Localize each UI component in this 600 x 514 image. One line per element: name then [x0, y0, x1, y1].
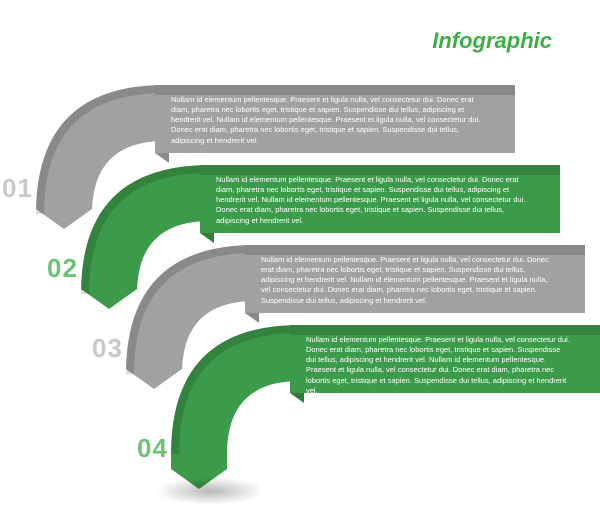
banner: Nullam id elementum pellentesque. Praese…	[245, 245, 585, 313]
banner-text: Nullam id elementum pellentesque. Praese…	[261, 255, 555, 306]
step-number: 04	[137, 433, 168, 464]
page-title: Infographic	[432, 28, 552, 54]
banner-fold	[155, 153, 169, 163]
ribbon-curve	[165, 325, 300, 495]
banner-text: Nullam id elementum pellentesque. Praese…	[306, 335, 570, 393]
drop-shadow	[155, 477, 265, 505]
step-number: 02	[47, 253, 78, 284]
banner-fold	[200, 233, 214, 243]
banner-text: Nullam id elementum pellentesque. Praese…	[216, 175, 530, 226]
banner-fold	[245, 313, 259, 323]
banner-fold	[290, 393, 304, 403]
banner: Nullam id elementum pellentesque. Praese…	[155, 85, 515, 153]
step-number: 03	[92, 333, 123, 364]
banner-text: Nullam id elementum pellentesque. Praese…	[171, 95, 485, 146]
step-number: 01	[2, 173, 33, 204]
banner: Nullam id elementum pellentesque. Praese…	[290, 325, 600, 393]
banner: Nullam id elementum pellentesque. Praese…	[200, 165, 560, 233]
